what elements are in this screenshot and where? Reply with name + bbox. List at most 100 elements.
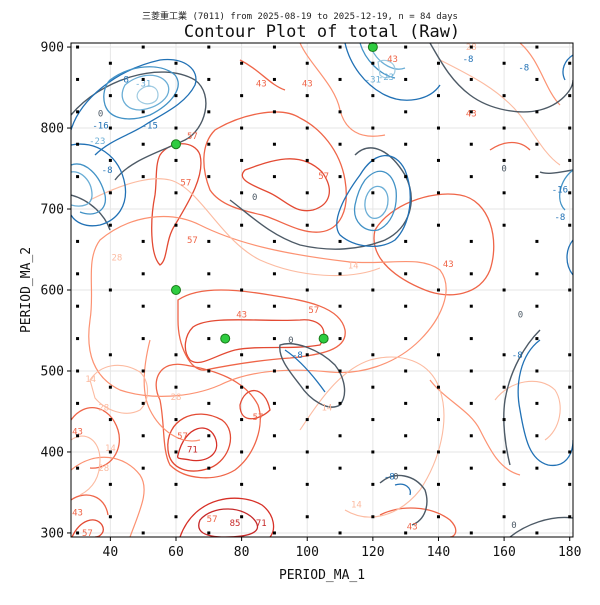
contour-label: 71 — [187, 446, 198, 456]
sample-point — [371, 418, 375, 422]
contour-label: -8 — [102, 166, 113, 176]
contour-line-28 — [429, 379, 521, 476]
contour-line--23 — [71, 171, 93, 207]
sample-point — [108, 223, 112, 227]
sample-point — [76, 77, 80, 81]
sample-point — [207, 110, 211, 114]
sample-point — [76, 531, 80, 535]
sample-point — [502, 191, 506, 195]
sample-point — [404, 175, 408, 179]
contour-label: 28 — [171, 393, 182, 403]
sample-point — [141, 304, 145, 308]
sample-point — [207, 337, 211, 341]
sample-point — [272, 337, 276, 341]
contour-line--31 — [136, 85, 159, 105]
sample-point — [108, 126, 112, 130]
sample-point — [108, 482, 112, 486]
sample-point — [207, 401, 211, 405]
contour-label: -23 — [89, 137, 105, 147]
sample-point — [371, 385, 375, 389]
highlight-point — [170, 139, 181, 150]
sample-point — [272, 401, 276, 405]
contour-line-28 — [519, 43, 561, 106]
y-tick-label: 600 — [41, 284, 64, 299]
sample-point — [371, 353, 375, 357]
sample-point — [535, 401, 539, 405]
sample-point — [436, 515, 440, 519]
sample-point — [436, 385, 440, 389]
sample-point — [108, 515, 112, 519]
sample-point — [272, 304, 276, 308]
sample-point — [76, 434, 80, 438]
sample-point — [305, 94, 309, 98]
contour-line-43 — [373, 193, 495, 296]
contour-label: 57 — [318, 172, 329, 182]
sample-point — [174, 158, 178, 162]
sample-point — [108, 191, 112, 195]
sample-point — [469, 272, 473, 276]
contour-line-71 — [179, 497, 275, 537]
sample-point — [404, 369, 408, 373]
contour-label: 0 — [518, 310, 523, 320]
contour-line--8 — [284, 349, 326, 393]
contour-line--16 — [353, 170, 397, 232]
sample-point — [305, 515, 309, 519]
sample-point — [469, 175, 473, 179]
contour-label: 85 — [230, 519, 241, 529]
sample-point — [469, 466, 473, 470]
sample-point — [240, 126, 244, 130]
sample-point — [141, 466, 145, 470]
sample-point — [174, 418, 178, 422]
sample-point — [338, 45, 342, 49]
sample-point — [305, 450, 309, 454]
highlight-point — [318, 333, 329, 344]
sample-point — [535, 110, 539, 114]
sample-point — [240, 191, 244, 195]
sample-point — [404, 337, 408, 341]
sample-point — [240, 385, 244, 389]
contour-line--16 — [71, 163, 107, 215]
sample-point — [502, 126, 506, 130]
sample-point — [305, 223, 309, 227]
sample-point — [535, 272, 539, 276]
contour-label: 57 — [187, 132, 198, 142]
x-tick-label: 120 — [361, 545, 384, 560]
contour-line-0 — [379, 474, 428, 526]
y-tick-label: 500 — [41, 364, 64, 379]
sample-point — [272, 77, 276, 81]
sample-point — [272, 175, 276, 179]
contour-label: 0 — [98, 109, 103, 119]
sample-point — [76, 175, 80, 179]
sample-point — [436, 126, 440, 130]
sample-point — [404, 272, 408, 276]
y-axis-ticks: 300 400 500 600 700 800 900 — [41, 41, 71, 541]
y-tick-label: 800 — [41, 122, 64, 137]
contour-label: 43 — [302, 79, 313, 89]
highlight-points — [170, 42, 378, 344]
sample-point — [502, 385, 506, 389]
sample-point — [568, 482, 572, 486]
sample-point — [207, 175, 211, 179]
chart-title: Contour Plot of total (Raw) — [184, 22, 460, 42]
sample-point — [338, 531, 342, 535]
contour-label: 28 — [98, 464, 109, 474]
contour-line-57 — [239, 389, 271, 420]
contour-line-43 — [489, 141, 531, 151]
contour-label: 43 — [443, 260, 454, 270]
y-tick-label: 400 — [41, 445, 64, 460]
sample-point — [76, 272, 80, 276]
sample-point — [436, 482, 440, 486]
sample-point — [469, 369, 473, 373]
sample-point — [240, 223, 244, 227]
sample-point — [469, 401, 473, 405]
sample-point — [240, 482, 244, 486]
sample-point — [535, 531, 539, 535]
contour-label: 0 — [501, 165, 506, 175]
sample-point — [108, 385, 112, 389]
sample-point — [535, 77, 539, 81]
x-tick-label: 80 — [234, 545, 250, 560]
sample-point — [305, 288, 309, 292]
sample-point — [76, 337, 80, 341]
sample-point — [502, 418, 506, 422]
contour-line-0 — [229, 147, 412, 250]
